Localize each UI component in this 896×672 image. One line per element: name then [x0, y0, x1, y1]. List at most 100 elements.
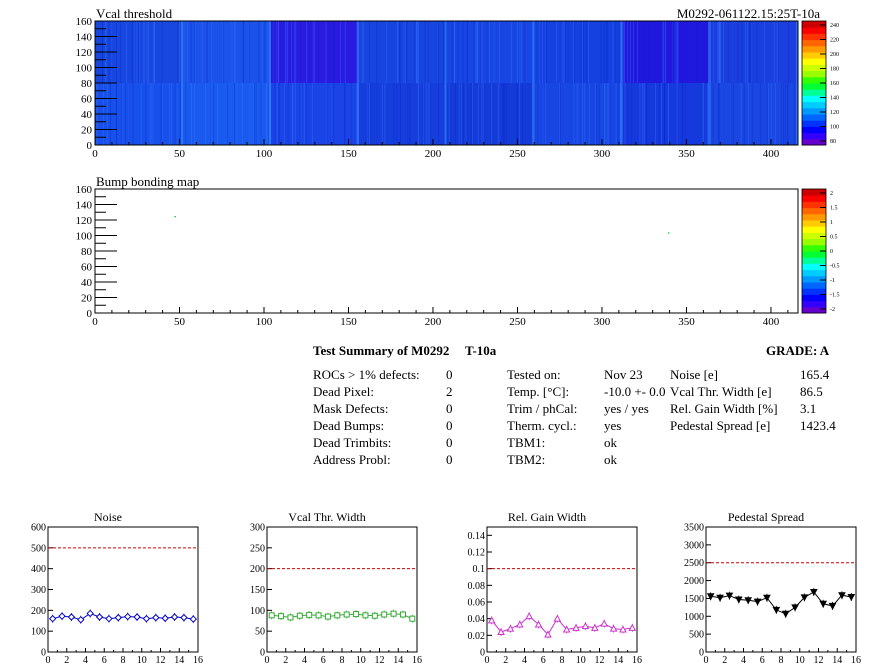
- plot-data-point: [381, 611, 388, 618]
- roc-column-texture: [397, 21, 399, 83]
- roc-tile: [446, 83, 535, 145]
- roc-column-texture: [760, 83, 762, 145]
- roc-column-texture: [236, 83, 238, 145]
- plot-series-line: [52, 612, 194, 621]
- roc-edge-column: [532, 83, 535, 145]
- roc-column-texture: [632, 21, 634, 83]
- plot-data-point: [838, 592, 846, 600]
- plot-data-point: [847, 594, 856, 602]
- plot-y-tick-label: 400: [31, 564, 46, 575]
- performance-value: 86.5: [800, 384, 823, 399]
- roc-column-texture: [558, 21, 560, 83]
- roc-tile: [182, 83, 271, 145]
- vcal-threshold-colorbar-swatch: [802, 52, 826, 59]
- plot-data-point: [399, 611, 406, 618]
- roc-column-texture: [747, 83, 749, 145]
- bump-bonding-axes: 0 50 100 150 200 250 300 350 400 0 20 40 60 80 100 120 1…: [76, 184, 789, 328]
- roc-column-texture: [612, 21, 614, 83]
- roc-column-texture: [414, 21, 416, 83]
- plot-y-tick-label: 500: [689, 630, 704, 641]
- plot-x-tick-label: 4: [741, 655, 746, 666]
- vcal-threshold-colorbar-swatch: [802, 126, 826, 134]
- roc-column-texture: [300, 83, 302, 145]
- plot-x-tick-label: 12: [156, 655, 166, 666]
- bump-bonding-colorbar-swatch: [802, 269, 826, 277]
- performance-label: Rel. Gain Width [%]: [670, 401, 778, 416]
- roc-column-texture: [306, 83, 308, 145]
- roc-column-texture: [136, 21, 138, 83]
- roc-column-texture: [266, 83, 268, 145]
- condition-label: Tested on:: [507, 367, 561, 382]
- roc-column-texture: [756, 21, 758, 83]
- roc-edge-column: [180, 21, 183, 83]
- plot-data-point: [95, 613, 104, 621]
- roc-column-texture: [222, 21, 224, 83]
- vcal-threshold-colorbar-swatch: [802, 27, 826, 34]
- roc-column-texture: [476, 21, 478, 83]
- roc-column-texture: [221, 21, 223, 83]
- bump-bonding-colorbar-label: -1: [830, 278, 835, 284]
- roc-column-texture: [702, 83, 704, 145]
- roc-column-texture: [589, 83, 590, 145]
- roc-column-texture: [774, 83, 776, 145]
- vcal-threshold-colorbar-swatch: [802, 83, 826, 90]
- vcal-threshold-x-tick-label: 350: [678, 148, 695, 160]
- vcal-threshold-colorbar-swatch: [802, 58, 826, 65]
- roc-column-texture: [617, 83, 619, 145]
- plot-y-tick-label: 300: [250, 523, 265, 534]
- roc-column-texture: [409, 83, 411, 145]
- plot-data-point: [716, 594, 724, 602]
- roc-column-texture: [405, 21, 406, 83]
- plot-x-tick-label: 0: [704, 655, 709, 666]
- roc-column-texture: [737, 21, 739, 83]
- summary-plot-1: Vcal Thr. Width 0 2 4 6 8 10 12 14 16 0 50 100 150 200…: [250, 510, 422, 666]
- plot-data-point: [628, 623, 637, 631]
- roc-column-texture: [545, 83, 547, 145]
- performance-label: Noise [e]: [670, 367, 719, 382]
- roc-column-texture: [466, 21, 468, 83]
- roc-column-texture: [144, 21, 146, 83]
- roc-column-texture: [719, 21, 721, 83]
- roc-column-texture: [524, 21, 526, 83]
- plot-data-point: [180, 613, 188, 622]
- plot-x-tick-label: 0: [265, 655, 270, 666]
- bump-bonding-y-tick-label: 160: [76, 184, 93, 196]
- bump-bonding-colorbar-swatch: [802, 220, 826, 227]
- roc-column-texture: [783, 83, 785, 145]
- plot-data-point: [278, 613, 285, 620]
- roc-column-texture: [627, 83, 629, 145]
- plot-data-point: [142, 614, 151, 623]
- roc-column-texture: [249, 83, 251, 145]
- plot-data-point: [123, 612, 132, 621]
- roc-column-texture: [132, 83, 134, 145]
- condition-value: yes / yes: [604, 401, 649, 416]
- roc-column-texture: [276, 83, 278, 145]
- roc-column-texture: [154, 21, 155, 83]
- plot-data-point: [544, 630, 552, 638]
- roc-column-texture: [750, 21, 752, 83]
- roc-column-texture: [636, 21, 638, 83]
- roc-column-texture: [577, 83, 579, 145]
- plot-y-tick-label: 0: [480, 648, 485, 659]
- roc-column-texture: [277, 21, 279, 83]
- plot-x-tick-label: 14: [174, 655, 184, 666]
- vcal-threshold-colorbar-swatch: [802, 45, 826, 53]
- plot-series-line: [271, 613, 413, 620]
- roc-edge-column: [796, 21, 798, 83]
- roc-column-texture: [740, 83, 742, 145]
- plot-data-point: [371, 612, 378, 619]
- roc-column-texture: [643, 83, 645, 145]
- roc-column-texture: [481, 83, 483, 145]
- vcal-threshold-colorbar-label: 140: [830, 96, 839, 102]
- roc-column-texture: [542, 83, 544, 145]
- roc-column-texture: [393, 83, 395, 145]
- plot-title: Vcal Thr. Width: [288, 510, 365, 524]
- roc-column-texture: [407, 83, 409, 145]
- plot-y-tick-label: 3000: [684, 540, 704, 551]
- roc-column-texture: [609, 83, 611, 145]
- roc-column-texture: [154, 21, 155, 83]
- roc-column-texture: [292, 83, 294, 145]
- plot-y-tick-label: 2000: [684, 576, 704, 587]
- roc-column-texture: [595, 83, 597, 145]
- roc-column-texture: [234, 83, 235, 145]
